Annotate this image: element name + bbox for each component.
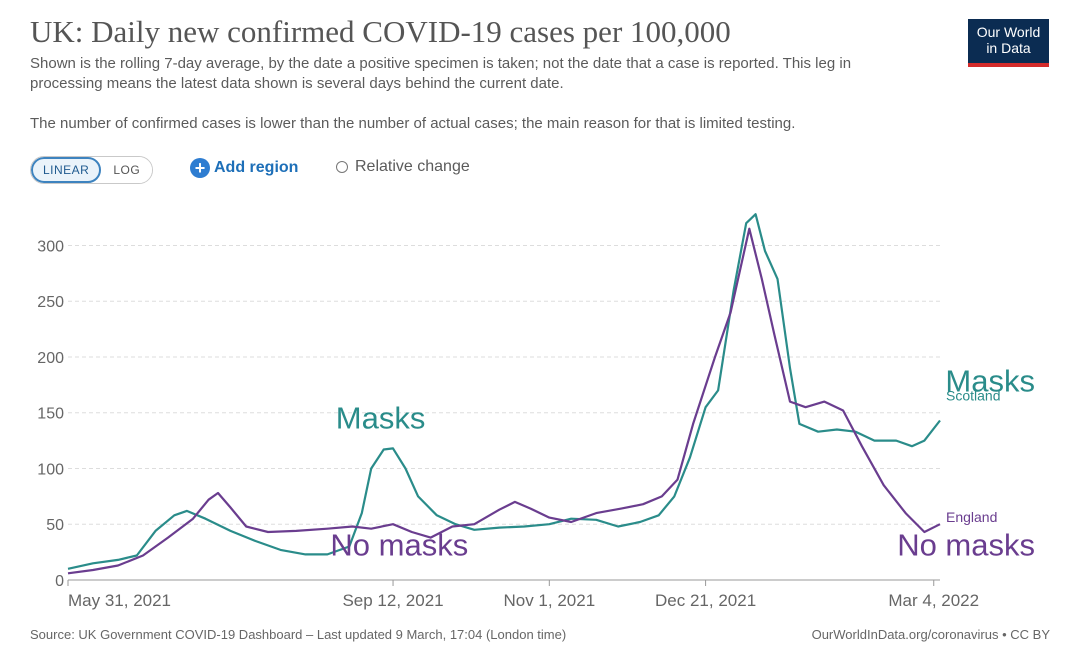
plus-icon: + [190, 158, 210, 178]
y-tick-label: 0 [55, 573, 64, 590]
y-tick-label: 300 [37, 238, 64, 255]
series-label-scotland: Scotland [946, 388, 1000, 404]
chart-note: The number of confirmed cases is lower t… [30, 115, 796, 132]
annotation-no-masks: No masks [330, 527, 468, 562]
y-tick-label: 100 [37, 461, 64, 478]
log-button[interactable]: LOG [101, 157, 153, 183]
series-line-england [67, 227, 941, 575]
y-tick-label: 150 [37, 406, 64, 423]
y-tick-label: 50 [46, 517, 64, 534]
license-credit[interactable]: OurWorldInData.org/coronavirus • CC BY [811, 627, 1050, 642]
x-tick-label: Dec 21, 2021 [655, 591, 756, 610]
add-region-button[interactable]: + Add region [190, 158, 298, 178]
logo-line-1: Our World [976, 24, 1041, 40]
chart-subtitle: Shown is the rolling 7-day average, by t… [30, 55, 852, 92]
logo-line-2: in Data [986, 40, 1031, 56]
linear-button[interactable]: LINEAR [31, 157, 102, 183]
annotation-no-masks: No masks [897, 527, 1035, 562]
chart-title: UK: Daily new confirmed COVID-19 cases p… [30, 14, 731, 49]
y-tick-label: 200 [37, 350, 64, 367]
annotation-masks: Masks [945, 364, 1035, 399]
radio-icon [336, 161, 348, 173]
add-region-label: Add region [214, 159, 299, 176]
y-tick-label: 250 [37, 294, 64, 311]
scale-toggle: LINEAR LOG [30, 156, 154, 184]
owid-logo[interactable]: Our World in Data [968, 19, 1049, 67]
relative-change-toggle[interactable]: Relative change [336, 158, 470, 176]
x-tick-label: May 31, 2021 [68, 591, 171, 610]
series-line-scotland [67, 213, 941, 570]
source-note: Source: UK Government COVID-19 Dashboard… [30, 627, 567, 642]
relative-change-label: Relative change [355, 158, 470, 175]
x-tick-label: Sep 12, 2021 [342, 591, 443, 610]
x-tick-label: Nov 1, 2021 [503, 591, 595, 610]
series-label-england: England [946, 509, 997, 525]
x-tick-label: Mar 4, 2022 [888, 591, 979, 610]
annotation-masks: Masks [336, 400, 426, 435]
